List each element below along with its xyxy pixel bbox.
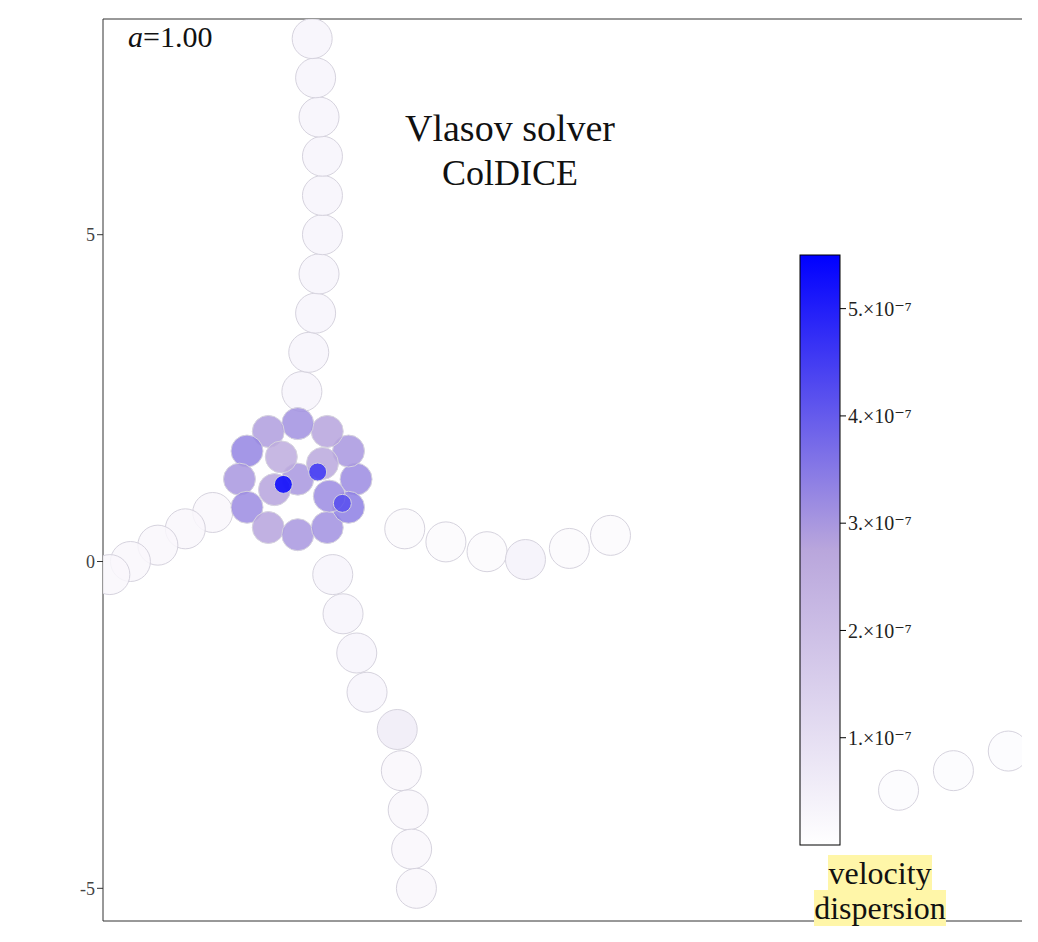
svg-text:3.×10⁻⁷: 3.×10⁻⁷ [848, 512, 912, 534]
svg-text:4.×10⁻⁷: 4.×10⁻⁷ [848, 405, 912, 427]
svg-text:-5: -5 [80, 879, 95, 899]
html-text:ColDICE: ColDICE [442, 152, 578, 193]
svg-text:0: 0 [86, 552, 95, 572]
html-text:velocity dispersion: velocity dispersion [814, 855, 946, 927]
svg-text:5: 5 [86, 225, 95, 245]
svg-text:2.×10⁻⁷: 2.×10⁻⁷ [848, 620, 912, 642]
html-text:Vlasov solver: Vlasov solver [405, 107, 615, 149]
svg-text:5.×10⁻⁷: 5.×10⁻⁷ [848, 298, 912, 320]
svg-text:1.×10⁻⁷: 1.×10⁻⁷ [848, 727, 912, 749]
html-text:a =1.00: a =1.00 [128, 20, 213, 53]
